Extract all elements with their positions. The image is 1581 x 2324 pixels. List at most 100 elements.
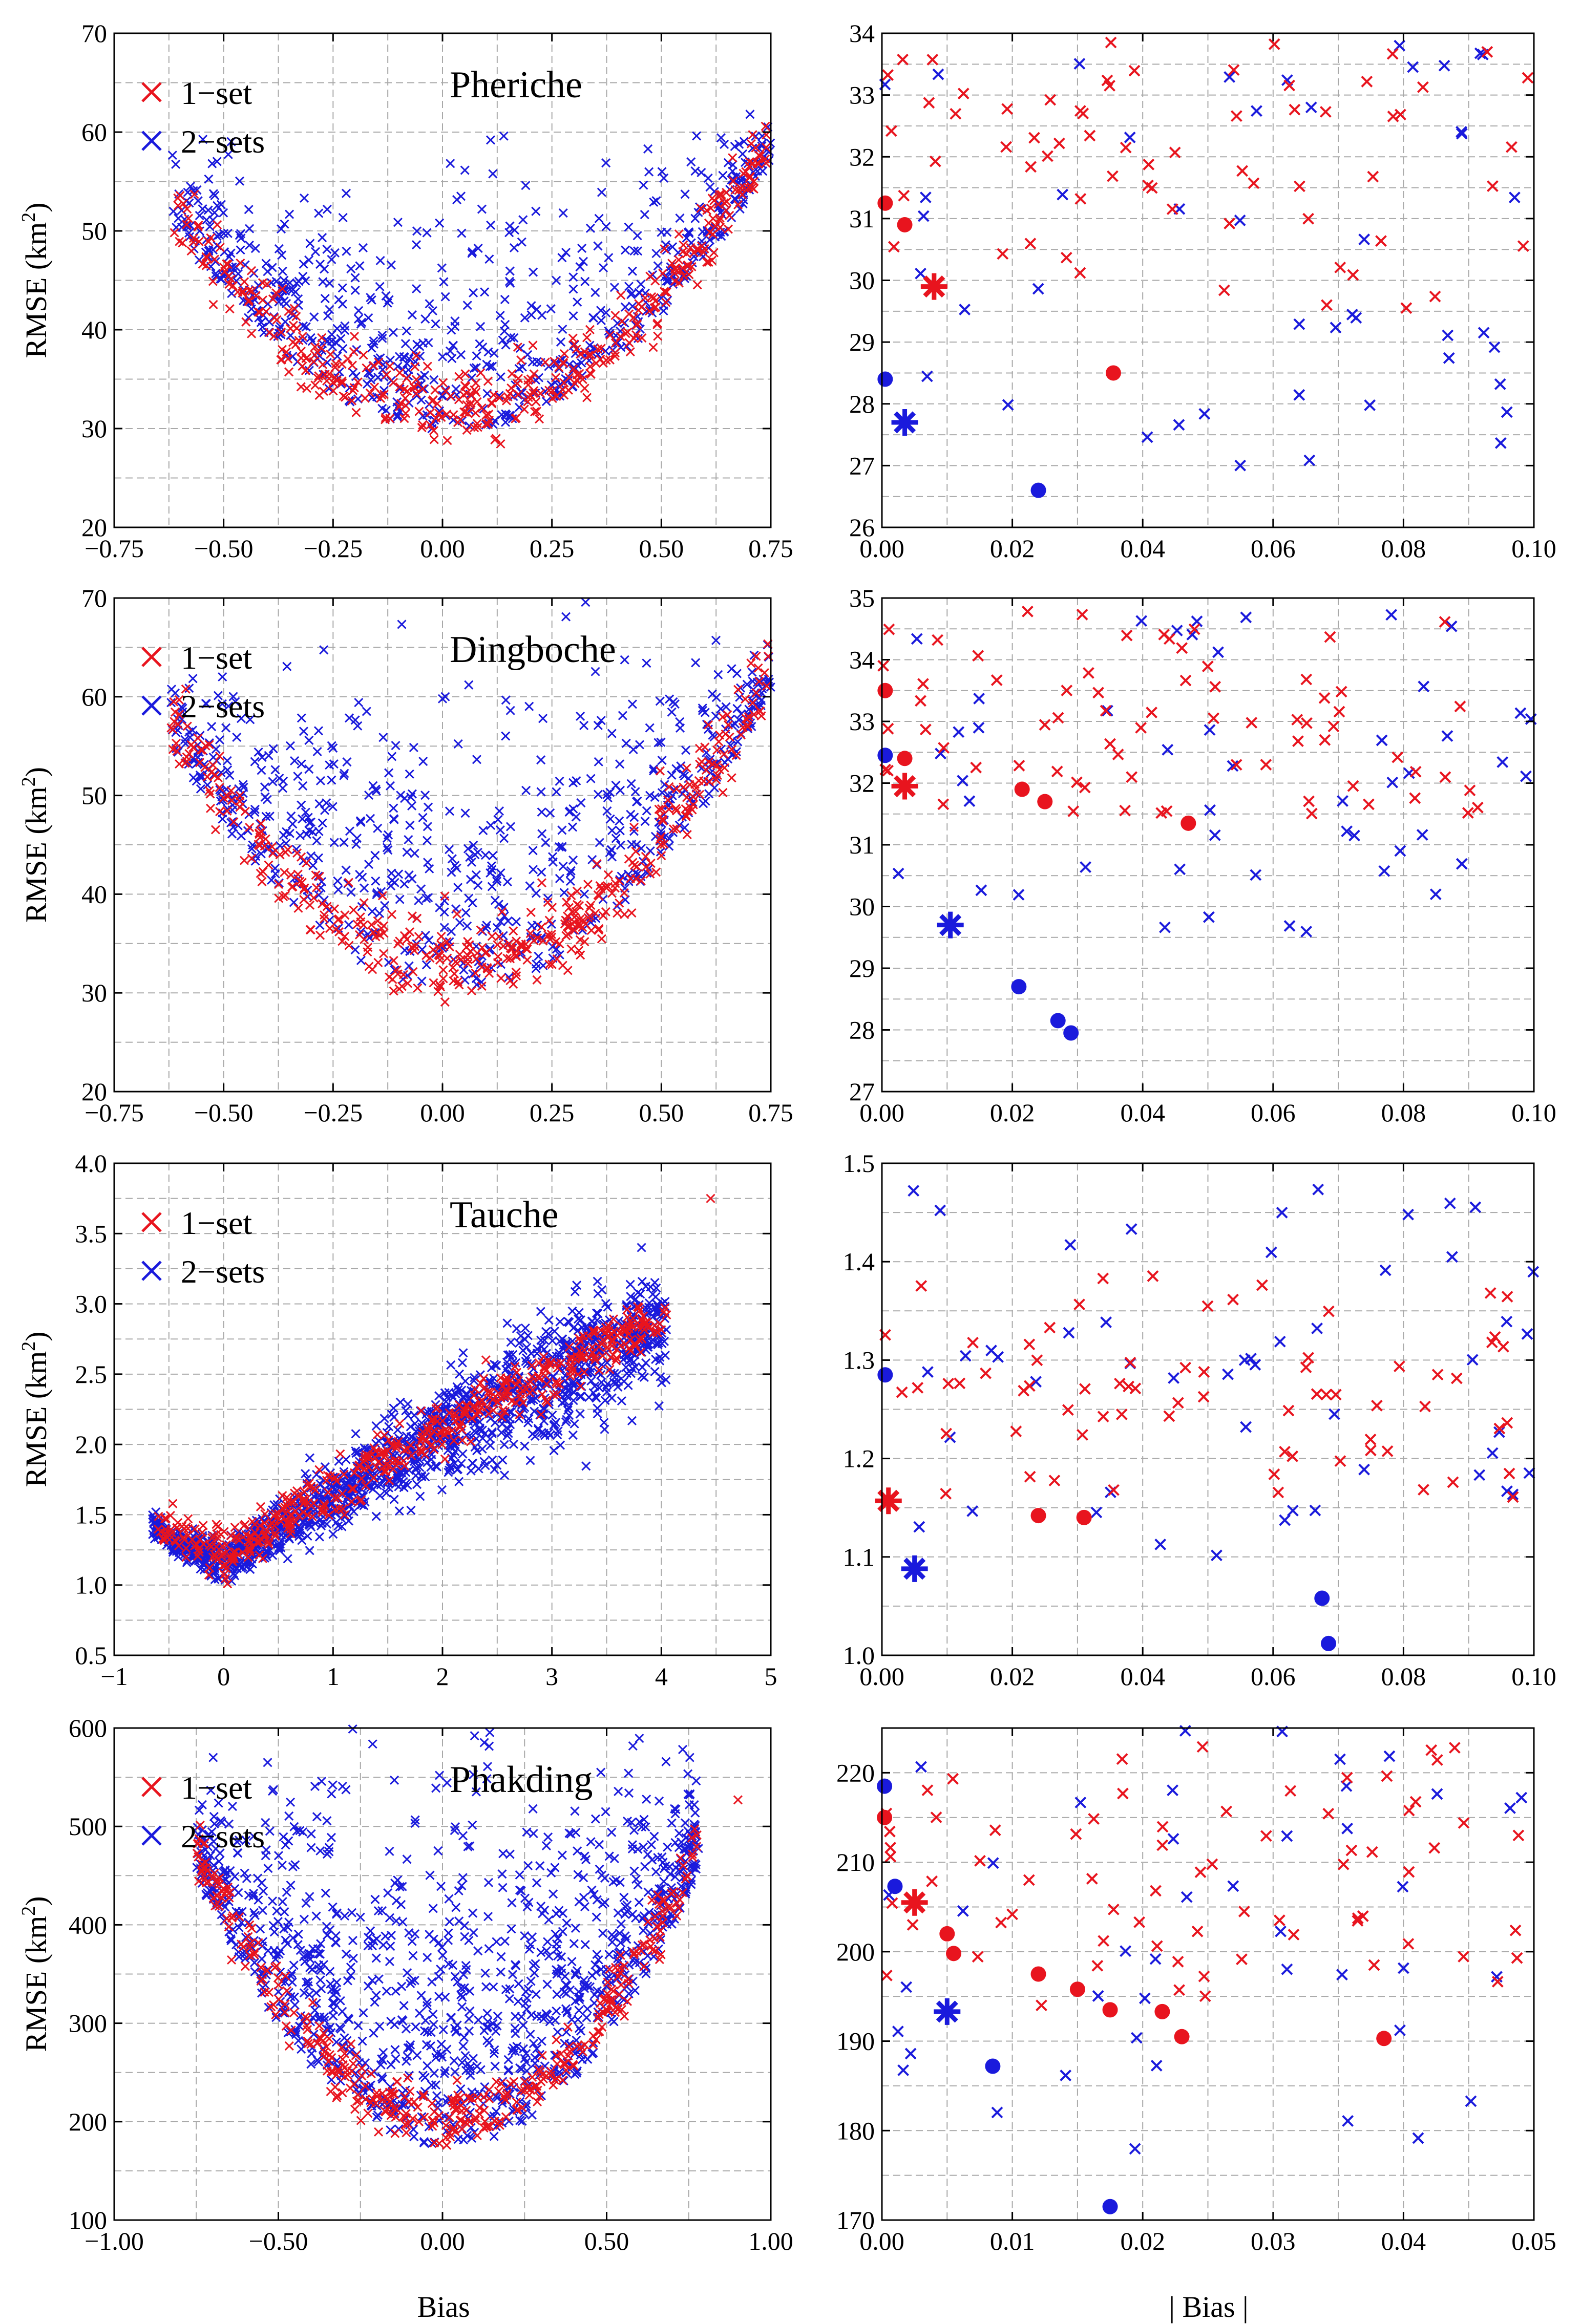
blue-point — [531, 964, 541, 973]
red-point — [430, 385, 440, 395]
blue-point — [304, 366, 314, 375]
blue-point — [498, 1883, 508, 1892]
blue-point — [611, 834, 621, 843]
red-point — [1392, 751, 1404, 763]
red-point — [651, 867, 661, 877]
y-tick-label: 1.1 — [843, 1543, 875, 1571]
blue-point — [1203, 911, 1215, 923]
blue-point — [758, 166, 768, 176]
red-point — [1053, 137, 1065, 150]
red-point — [284, 307, 293, 316]
legend-two-sets: 2−sets — [181, 688, 265, 724]
blue-point — [437, 263, 447, 273]
y-tick-label: 34 — [849, 646, 875, 674]
red-point — [462, 425, 472, 435]
red-point — [526, 374, 536, 384]
blue-point — [210, 190, 220, 200]
red-point — [291, 312, 301, 322]
blue-point — [356, 927, 366, 937]
red-point — [597, 934, 606, 944]
blue-point — [350, 273, 360, 283]
blue-point — [591, 288, 600, 297]
blue-point — [630, 787, 640, 797]
blue-point — [486, 820, 496, 830]
x-tick-label: −0.50 — [194, 1098, 254, 1127]
blue-point — [1063, 1327, 1075, 1339]
red-point — [1143, 158, 1155, 170]
blue-point — [544, 1315, 554, 1325]
red-point — [349, 347, 359, 356]
data-points — [167, 110, 775, 449]
red-point — [411, 375, 421, 385]
blue-point — [576, 711, 585, 721]
red-point — [1163, 633, 1175, 645]
red-point — [1044, 1321, 1056, 1334]
red-point — [178, 238, 187, 248]
blue-point — [686, 157, 696, 167]
blue-point — [527, 921, 537, 931]
blue-point — [570, 1419, 579, 1428]
red-point — [427, 396, 437, 406]
red-point — [1236, 165, 1249, 177]
blue-point — [486, 220, 496, 230]
panel-1: −0.75 −0.50 −0.25 0.00 0.25 0.50 0.75203040506… — [18, 19, 793, 563]
blue-point — [423, 802, 433, 812]
blue-point — [649, 197, 659, 207]
blue-point — [523, 350, 533, 359]
red-point — [1092, 687, 1104, 699]
blue-point — [1309, 1504, 1321, 1517]
red-point — [1334, 1455, 1346, 1467]
red-point — [1073, 1298, 1085, 1311]
red-point — [551, 373, 561, 382]
blue-point — [278, 266, 287, 276]
blue-point — [651, 196, 661, 206]
y-axis-label-close: ) — [19, 767, 53, 777]
blue-point — [526, 1976, 536, 1986]
blue-point — [358, 243, 368, 252]
blue-point — [1300, 926, 1313, 937]
blue-point — [254, 747, 263, 757]
blue-point — [385, 781, 395, 791]
blue-point — [564, 807, 574, 817]
blue-point — [736, 175, 746, 185]
red-point — [1409, 792, 1421, 804]
blue-point — [285, 1797, 296, 1807]
red-point — [1074, 105, 1086, 117]
blue-point — [480, 287, 490, 297]
blue-point — [465, 421, 474, 431]
red-point — [882, 69, 894, 81]
blue-point — [1240, 611, 1252, 624]
red-point — [354, 930, 364, 940]
blue-point — [366, 814, 375, 823]
blue-point — [1386, 776, 1399, 788]
blue-point — [915, 267, 926, 280]
blue-point — [624, 222, 634, 232]
blue-point — [1496, 756, 1509, 768]
blue-point — [404, 835, 413, 844]
blue-point — [514, 1979, 523, 1989]
blue-optimum-dot — [1314, 1590, 1330, 1606]
red-point — [1505, 141, 1517, 153]
red-point — [257, 877, 267, 887]
red-optimum-dot — [897, 217, 913, 232]
red-point — [532, 407, 542, 416]
blue-point — [276, 224, 286, 234]
red-point — [917, 678, 929, 690]
blue-point — [627, 266, 637, 276]
blue-point — [453, 883, 463, 892]
blue-point — [657, 227, 666, 237]
blue-optimum-dot — [1050, 1013, 1066, 1029]
red-point — [168, 1499, 178, 1508]
red-point — [1120, 141, 1132, 154]
red-point — [1113, 1377, 1126, 1390]
blue-point — [568, 284, 578, 294]
red-point — [247, 286, 257, 296]
blue-point — [371, 1511, 381, 1521]
blue-point — [1469, 1201, 1482, 1213]
blue-point — [390, 878, 399, 887]
blue-point — [439, 907, 449, 917]
blue-point — [500, 319, 510, 329]
x-tick-label: 0.75 — [748, 1098, 793, 1127]
blue-point — [593, 1403, 602, 1413]
blue-point — [1283, 920, 1296, 932]
